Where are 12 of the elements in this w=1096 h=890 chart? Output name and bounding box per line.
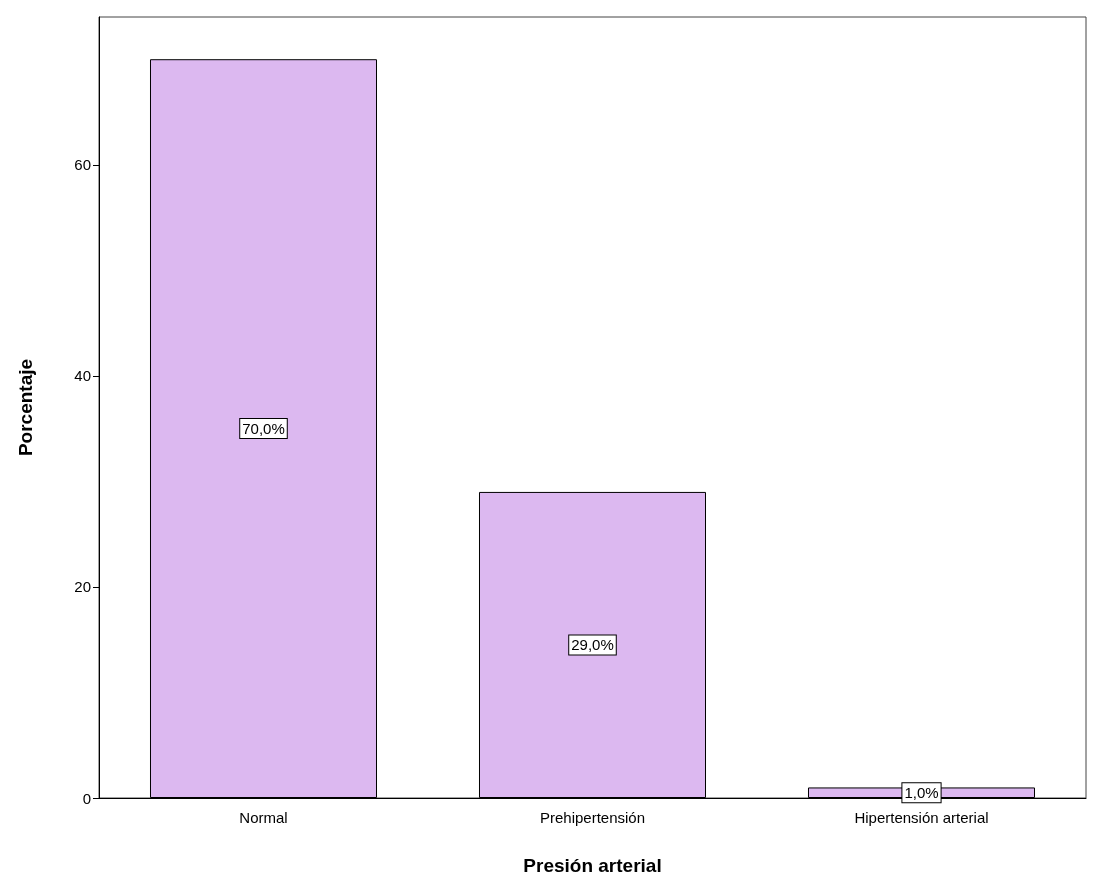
x-axis-title: Presión arterial bbox=[523, 855, 662, 876]
data-label: 1,0% bbox=[904, 784, 939, 802]
data-label: 70,0% bbox=[242, 420, 285, 438]
y-tick-label: 20 bbox=[74, 578, 91, 596]
data-label: 29,0% bbox=[571, 636, 614, 654]
x-tick-label: Hipertensión arterial bbox=[854, 809, 989, 826]
y-axis-title: Porcentaje bbox=[15, 358, 36, 457]
x-tick-label: Normal bbox=[239, 809, 288, 826]
x-tick-label: Prehipertensión bbox=[539, 809, 646, 826]
y-tick-label: 0 bbox=[82, 789, 91, 807]
y-tick-label: 60 bbox=[74, 156, 91, 174]
y-tick-label: 40 bbox=[74, 367, 91, 385]
